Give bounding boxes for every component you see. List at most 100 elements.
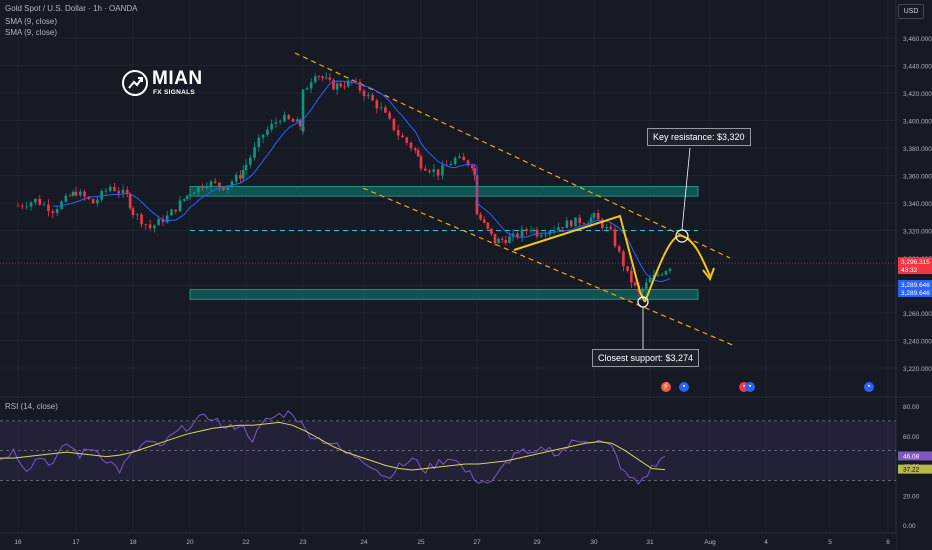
us-flag-event-icon-4[interactable]: ▪ — [864, 382, 874, 392]
candle-body — [313, 76, 317, 83]
price-tick-label: 3,220.000 — [903, 366, 932, 373]
countdown-badge-bg — [898, 265, 932, 275]
rsi-value-badge-bg — [898, 451, 932, 461]
us-flag-event-icon-3[interactable]: ▪ — [745, 382, 755, 392]
countdown-badge: 43:32 — [901, 267, 918, 274]
descending-channel — [294, 52, 736, 347]
candle-body — [511, 233, 515, 237]
candle-body — [500, 238, 504, 240]
candle-body — [29, 202, 33, 207]
candle-body — [552, 229, 556, 232]
candle-body — [436, 169, 440, 176]
candle-body — [165, 215, 169, 223]
candle-body — [384, 107, 387, 113]
channel-upper-line — [294, 52, 731, 259]
candle-body — [197, 186, 200, 193]
candle-body — [305, 88, 309, 90]
candle-body — [578, 217, 582, 224]
time-axis[interactable]: 16 17 18 20 22 23 24 25 27 29 30 31 Aug 4 5 6 — [0, 532, 896, 550]
candle-body — [328, 77, 332, 80]
candle-body — [622, 251, 625, 267]
candle-body — [589, 217, 593, 223]
candle-body — [441, 165, 444, 176]
candle-body — [234, 174, 238, 182]
rsi-legend[interactable]: RSI (14, close) — [5, 402, 58, 411]
candle-body — [144, 224, 148, 226]
currency-button[interactable]: USD — [898, 4, 924, 19]
candle-body — [117, 191, 121, 194]
candle-body — [213, 181, 217, 183]
time-tick-label: 20 — [186, 539, 194, 546]
us-flag-event-icon[interactable]: ▪ — [679, 382, 689, 392]
candle-body — [458, 156, 461, 158]
sma-badge-2: 3,289.646 — [901, 290, 930, 297]
sma-legend-2[interactable]: SMA (9, close) — [5, 28, 58, 37]
candle-body — [140, 214, 143, 225]
candle-body — [301, 89, 305, 105]
candle-body — [471, 165, 474, 169]
candle-body — [392, 118, 396, 131]
candle-body — [475, 209, 479, 215]
candle-body — [135, 214, 139, 216]
candle-body — [539, 235, 543, 237]
overlays — [513, 147, 715, 350]
candle-body — [244, 164, 248, 171]
candle-body — [587, 222, 590, 224]
candle-body — [183, 198, 186, 201]
candle-body — [51, 211, 55, 214]
candle-body — [482, 219, 486, 223]
candle-body — [278, 121, 282, 123]
candle-body — [253, 147, 256, 158]
us-flag-event-icon-2[interactable]: ▪ — [739, 382, 749, 392]
logo-subtitle: FX SIGNALS — [153, 89, 196, 96]
price-tick-label: 3,360.000 — [903, 174, 932, 181]
time-tick-label: 22 — [242, 539, 250, 546]
sma-badge-1: 3,289.646 — [901, 282, 930, 289]
time-axis-bg — [0, 533, 896, 550]
time-tick-label: 27 — [473, 539, 481, 546]
candle-body — [525, 229, 528, 231]
candle-body — [188, 194, 192, 196]
candle-body — [71, 191, 75, 196]
candle-body — [508, 236, 511, 244]
candle-body — [257, 137, 261, 148]
candle-body — [339, 83, 343, 87]
candle-body — [209, 181, 213, 187]
time-tick-label: 31 — [646, 539, 654, 546]
candle-body — [301, 104, 305, 122]
candle-body — [423, 168, 427, 171]
candle-body — [64, 195, 68, 202]
candle-body — [582, 223, 586, 224]
candle-body — [414, 148, 417, 151]
candle-body — [230, 181, 234, 186]
candle-body — [613, 229, 617, 247]
candle-body — [605, 226, 608, 229]
flash-event-icon[interactable]: ⚡ — [661, 382, 671, 392]
candle-body — [428, 170, 431, 173]
symbol-title[interactable]: Gold Spot / U.S. Dollar · 1h · OANDA — [5, 4, 138, 13]
candle-body — [25, 206, 28, 208]
time-tick-label: 5 — [828, 539, 832, 546]
price-tick-label: 3,260.000 — [903, 311, 932, 318]
candle-body — [21, 205, 24, 207]
candle-body — [362, 90, 366, 97]
rsi-ma-badge: 37.22 — [903, 467, 920, 474]
price-tick-label: 3,320.000 — [903, 229, 932, 236]
candle-body — [569, 220, 573, 227]
candle-body — [55, 209, 59, 214]
candle-body — [241, 170, 245, 179]
candle-body — [561, 227, 564, 229]
candle-body — [226, 185, 230, 190]
candle-body — [358, 81, 362, 91]
support-zone — [189, 289, 699, 300]
candle-body — [317, 76, 321, 78]
candle-body — [222, 186, 225, 190]
time-tick-label: 18 — [129, 539, 137, 546]
candle-body — [332, 79, 335, 90]
time-tick-label: Aug — [704, 539, 716, 546]
candle-body — [113, 186, 116, 192]
candle-body — [532, 229, 536, 231]
sma-legend-1[interactable]: SMA (9, close) — [5, 17, 58, 26]
